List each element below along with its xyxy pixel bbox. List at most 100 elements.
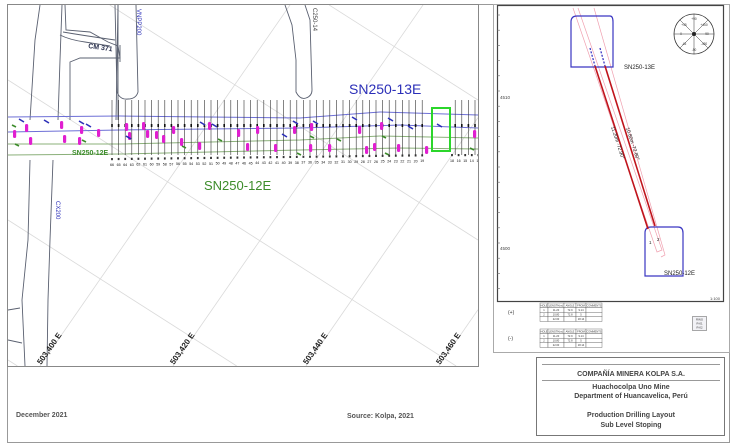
hole-number-marker <box>302 155 305 158</box>
hole-number-marker <box>196 156 199 160</box>
drill-hole-1[interactable] <box>594 65 649 230</box>
hole-number: 49 <box>222 162 226 166</box>
hole-number-marker <box>388 154 391 157</box>
drill-hole-2[interactable] <box>604 65 656 227</box>
grid-line <box>438 309 478 366</box>
upper-ring-marker <box>312 120 319 125</box>
upper-ring-marker <box>125 135 132 140</box>
hole-number: 62 <box>136 163 140 167</box>
table-cell <box>585 333 603 339</box>
collar-marker <box>368 124 371 127</box>
charge-marker <box>198 142 202 150</box>
hole-number: 24 <box>387 160 391 164</box>
collar-marker <box>131 124 133 127</box>
hole-number-marker <box>190 157 193 160</box>
drift-label-lower: SN250-12E <box>204 178 272 193</box>
compass-label: -45 <box>682 42 687 46</box>
hole-number: 43 <box>262 161 266 165</box>
hole-number-marker <box>375 154 377 157</box>
hole-number: 28 <box>361 160 365 164</box>
section-panel-frame <box>493 4 730 353</box>
charge-marker <box>142 122 146 130</box>
upper-ring-marker <box>281 133 288 138</box>
section-drift-label-upper: SN250-13E <box>624 65 655 71</box>
table-value: 10.80 <box>553 339 560 343</box>
hole-number: 63 <box>130 163 134 167</box>
hole-number: 51 <box>209 162 213 166</box>
charge-marker <box>13 130 17 138</box>
hole-number-marker <box>381 154 384 157</box>
table-header: FROM <box>577 303 585 307</box>
hole-number: 18 <box>450 159 454 163</box>
collar-marker <box>395 124 397 127</box>
collar-marker <box>296 124 298 127</box>
collar-marker <box>414 124 417 127</box>
hole-number-marker <box>361 154 364 158</box>
table-sign: (+) <box>508 310 515 316</box>
hole-number-marker <box>355 155 358 158</box>
charge-marker <box>80 126 84 134</box>
hole-id: 1 <box>649 240 652 245</box>
lower-ring-marker <box>381 135 387 139</box>
hole-number-marker <box>451 154 453 157</box>
charge-marker <box>256 126 260 134</box>
table-header: LENGTH(m) <box>549 303 564 307</box>
charge-marker <box>246 143 250 151</box>
hole-number-marker <box>342 155 344 158</box>
table-header: LENGTH(m) <box>549 329 564 333</box>
hole-number: 23 <box>394 160 398 164</box>
hole-table: (+) HOLE LENGTH(m) ANGLE FROM COMMENTS 1 11.20 7… <box>508 302 603 322</box>
hole-number: 19 <box>420 159 424 163</box>
collar-marker <box>269 124 272 127</box>
hole-number: 53 <box>196 162 200 166</box>
hole-number: 57 <box>169 162 173 166</box>
hole-number: 37 <box>301 161 305 165</box>
upper-ring-marker <box>387 117 394 122</box>
table-value: 72.8 <box>567 339 573 343</box>
collar-marker <box>302 124 305 127</box>
collar-marker <box>190 124 192 127</box>
hole-number-marker <box>289 155 292 159</box>
charge-marker <box>208 122 212 130</box>
hole-number-marker <box>464 154 467 157</box>
hole-number: 64 <box>123 163 127 167</box>
hole-number: 65 <box>117 163 121 167</box>
hole-number-marker <box>223 156 226 159</box>
hole-id: 2 <box>657 237 660 242</box>
highlight-box[interactable] <box>431 107 451 152</box>
charge-marker <box>237 129 241 137</box>
working-label-c250-14: C250-14 <box>311 8 317 32</box>
hole-number: 34 <box>321 160 325 164</box>
hole-number-marker <box>348 155 351 158</box>
compass-label: 0 <box>680 32 682 36</box>
drift-label-lower-small: SN250-12E <box>72 150 109 157</box>
hole-collar-1 <box>589 47 596 67</box>
hole-number-marker <box>477 154 478 157</box>
table-value: 72.8 <box>567 313 573 317</box>
hole-number: 35 <box>315 161 319 165</box>
collar-marker <box>467 124 470 127</box>
collar-marker <box>329 124 331 127</box>
charge-marker <box>473 130 477 138</box>
lower-ring-marker <box>14 143 20 147</box>
upper-ring-marker <box>292 120 299 125</box>
collar-marker <box>117 124 120 127</box>
table-header: ANGLE <box>566 329 575 333</box>
charge-marker <box>397 144 401 152</box>
hole-number: 33 <box>328 160 332 164</box>
charge-marker <box>63 135 67 143</box>
hole-number-marker <box>163 157 166 160</box>
grid-line <box>8 219 237 366</box>
table-value: 1 <box>543 308 545 312</box>
hole-number: 22 <box>400 159 404 163</box>
hole-number-marker <box>408 154 410 157</box>
hole-number: 44 <box>255 161 259 165</box>
table-value: 11.20 <box>553 334 560 338</box>
collar-marker <box>243 124 245 127</box>
charge-marker <box>310 123 314 131</box>
table-value: 5 <box>580 313 582 317</box>
hole-number: 12 <box>483 159 487 163</box>
hole-number-marker <box>124 157 127 161</box>
company-name: COMPAÑÍA MINERA KOLPA S.A. <box>577 369 685 378</box>
